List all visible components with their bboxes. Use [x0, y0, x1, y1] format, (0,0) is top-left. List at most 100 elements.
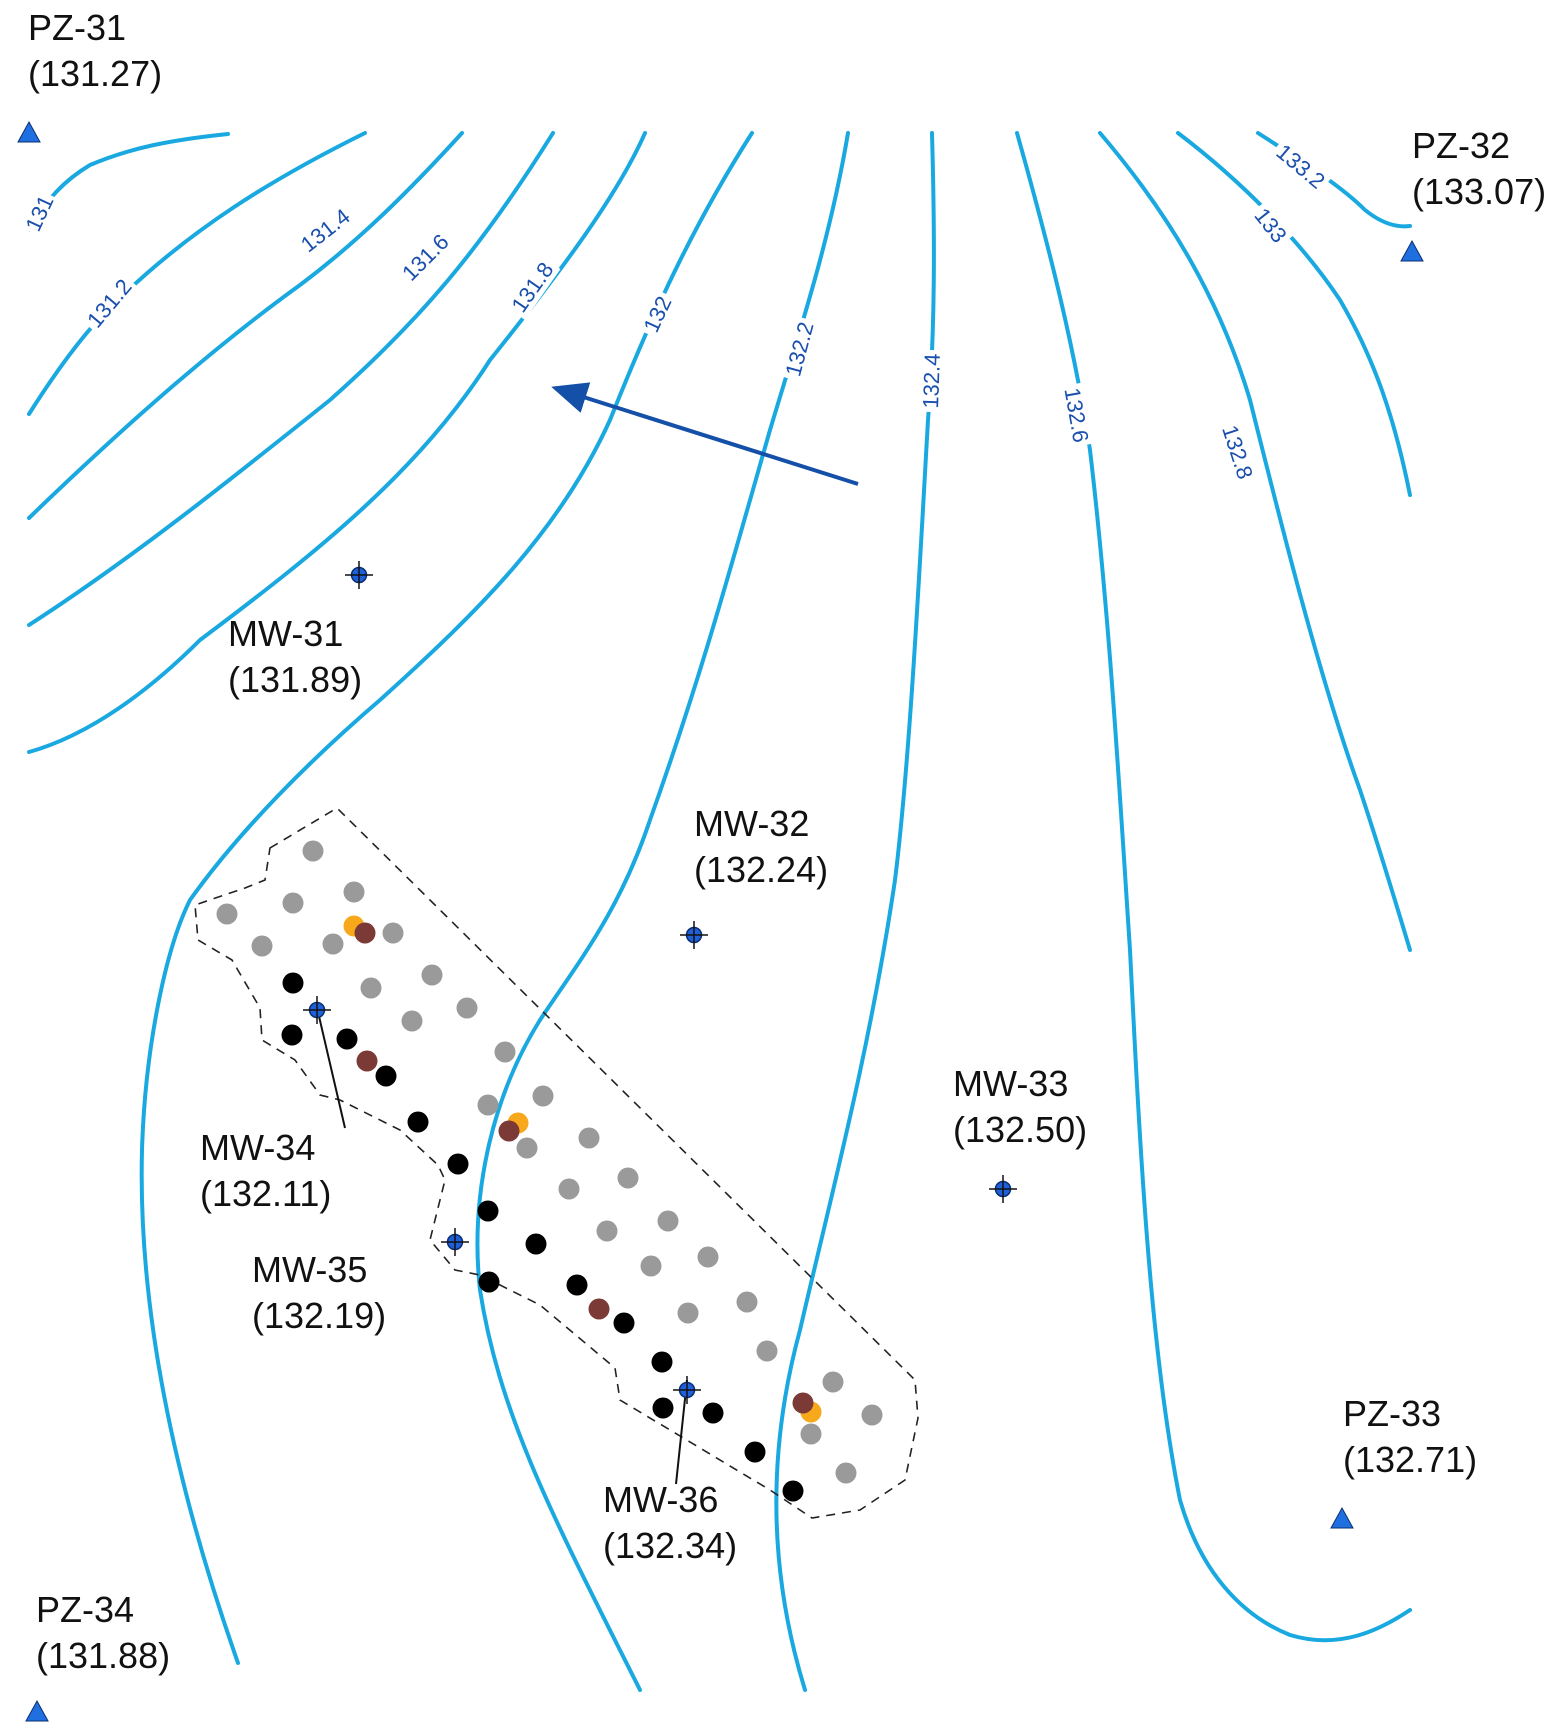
mw-36-name: MW-36 [603, 1479, 718, 1520]
pz-33-value: (132.71) [1343, 1439, 1477, 1480]
monitoring-wells [303, 561, 1017, 1404]
piezometers [17, 120, 1424, 1722]
pz-33-name: PZ-33 [1343, 1393, 1441, 1434]
triangle-icon[interactable] [1330, 1506, 1354, 1529]
sample-point-gray[interactable] [578, 1127, 600, 1149]
mw-36-value: (132.34) [603, 1525, 737, 1566]
sample-point-gray[interactable] [322, 933, 344, 955]
contour-label-131.8: 131.8 [506, 258, 558, 317]
sample-point-gray[interactable] [302, 840, 324, 862]
sample-point-gray[interactable] [558, 1178, 580, 1200]
sample-point-gray[interactable] [640, 1255, 662, 1277]
sample-point-black[interactable] [782, 1480, 804, 1502]
mw-35-value: (132.19) [252, 1295, 386, 1336]
contour-label-132.4: 132.4 [918, 353, 945, 409]
sample-point-brown[interactable] [792, 1392, 814, 1414]
sample-point-black[interactable] [336, 1028, 358, 1050]
contour-line-132.2 [475, 131, 850, 1692]
sample-point-black[interactable] [651, 1351, 673, 1373]
mw-32-value: (132.24) [694, 849, 828, 890]
sample-point-gray[interactable] [697, 1246, 719, 1268]
sample-point-gray[interactable] [477, 1094, 499, 1116]
sample-point-gray[interactable] [657, 1210, 679, 1232]
sample-point-gray[interactable] [494, 1041, 516, 1063]
contour-label-132.2: 132.2 [780, 319, 818, 379]
sample-point-gray[interactable] [532, 1085, 554, 1107]
sample-point-gray[interactable] [382, 922, 404, 944]
contour-line-131.4 [27, 131, 464, 520]
contour-line-133 [1176, 131, 1412, 497]
leader-line-mw-34 [317, 1011, 346, 1129]
sample-point-gray[interactable] [282, 892, 304, 914]
well-crosshair-icon[interactable] [680, 921, 708, 949]
sample-point-black[interactable] [407, 1111, 429, 1133]
sample-point-black[interactable] [744, 1441, 766, 1463]
well-crosshair-icon[interactable] [989, 1175, 1017, 1203]
sample-point-gray[interactable] [401, 1010, 423, 1032]
contour-line-131 [28, 132, 230, 232]
triangle-icon[interactable] [17, 120, 41, 143]
contour-label-132.8: 132.8 [1217, 422, 1258, 482]
sample-point-brown[interactable] [354, 922, 376, 944]
contour-line-132 [139, 131, 754, 1665]
sample-point-black[interactable] [281, 1024, 303, 1046]
well-crosshair-icon[interactable] [303, 996, 331, 1024]
sampling-points [216, 840, 883, 1502]
sample-point-brown[interactable] [498, 1120, 520, 1142]
sample-point-brown[interactable] [356, 1050, 378, 1072]
sample-point-black[interactable] [566, 1274, 588, 1296]
well-crosshair-icon[interactable] [441, 1228, 469, 1256]
sample-point-gray[interactable] [861, 1404, 883, 1426]
contour-label-132.6: 132.6 [1059, 386, 1093, 445]
sample-point-black[interactable] [652, 1397, 674, 1419]
contour-line-131.8 [27, 131, 647, 754]
sample-point-gray[interactable] [456, 997, 478, 1019]
mw-35-name: MW-35 [252, 1249, 367, 1290]
mw-33-name: MW-33 [953, 1063, 1068, 1104]
contour-line-131.2 [27, 131, 367, 416]
triangle-icon[interactable] [25, 1699, 49, 1722]
triangle-icon[interactable] [1400, 239, 1424, 262]
sample-point-gray[interactable] [617, 1167, 639, 1189]
sample-point-gray[interactable] [736, 1291, 758, 1313]
sample-point-gray[interactable] [756, 1340, 778, 1362]
contour-lines [27, 131, 1412, 1692]
sample-point-black[interactable] [613, 1312, 635, 1334]
sample-point-gray[interactable] [516, 1137, 538, 1159]
sample-point-gray[interactable] [800, 1423, 822, 1445]
pz-34-name: PZ-34 [36, 1589, 134, 1630]
mw-32-name: MW-32 [694, 803, 809, 844]
mw-34-name: MW-34 [200, 1127, 315, 1168]
mw-33-value: (132.50) [953, 1109, 1087, 1150]
pz-32-value: (133.07) [1412, 171, 1546, 212]
sample-point-black[interactable] [478, 1271, 500, 1293]
sample-point-gray[interactable] [822, 1371, 844, 1393]
pz-31-name: PZ-31 [28, 7, 126, 48]
sample-point-black[interactable] [525, 1233, 547, 1255]
pz-31-value: (131.27) [28, 53, 162, 94]
sample-point-brown[interactable] [588, 1298, 610, 1320]
mw-34-value: (132.11) [200, 1173, 331, 1214]
sample-point-black[interactable] [447, 1153, 469, 1175]
sample-point-gray[interactable] [343, 881, 365, 903]
sample-point-gray[interactable] [835, 1462, 857, 1484]
sample-point-black[interactable] [375, 1065, 397, 1087]
sample-point-black[interactable] [477, 1200, 499, 1222]
site-labels: PZ-31 (131.27) PZ-32 (133.07) PZ-33 (132… [28, 7, 1546, 1676]
mw-31-name: MW-31 [228, 613, 343, 654]
sample-point-gray[interactable] [360, 977, 382, 999]
arrow-icon [551, 382, 859, 486]
contour-line-131.6 [27, 131, 555, 627]
well-crosshair-icon[interactable] [345, 561, 373, 589]
sample-point-gray[interactable] [596, 1220, 618, 1242]
well-crosshair-icon[interactable] [673, 1376, 701, 1404]
sample-point-gray[interactable] [251, 935, 273, 957]
sample-point-gray[interactable] [216, 903, 238, 925]
pz-34-value: (131.88) [36, 1635, 170, 1676]
site-boundary [194, 806, 919, 1519]
sample-point-black[interactable] [702, 1402, 724, 1424]
sample-point-gray[interactable] [421, 964, 443, 986]
sample-point-gray[interactable] [677, 1302, 699, 1324]
mw-31-value: (131.89) [228, 659, 362, 700]
sample-point-black[interactable] [282, 972, 304, 994]
